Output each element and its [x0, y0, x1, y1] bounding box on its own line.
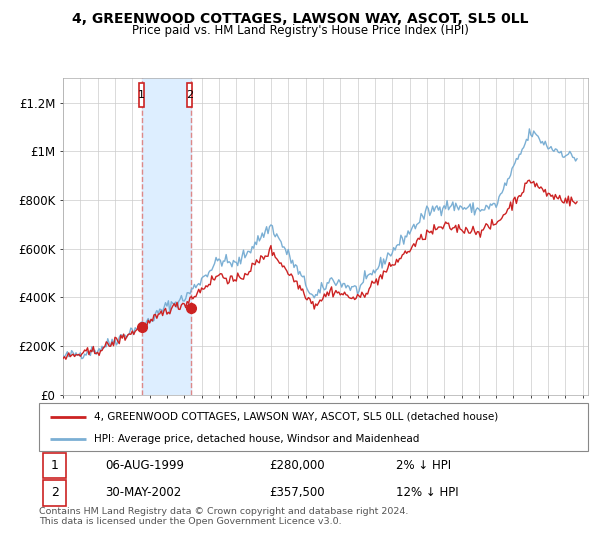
Text: 2: 2 [186, 90, 193, 100]
Text: 4, GREENWOOD COTTAGES, LAWSON WAY, ASCOT, SL5 0LL (detached house): 4, GREENWOOD COTTAGES, LAWSON WAY, ASCOT… [94, 412, 498, 422]
Text: HPI: Average price, detached house, Windsor and Maidenhead: HPI: Average price, detached house, Wind… [94, 434, 419, 444]
Text: 4, GREENWOOD COTTAGES, LAWSON WAY, ASCOT, SL5 0LL: 4, GREENWOOD COTTAGES, LAWSON WAY, ASCOT… [72, 12, 528, 26]
Text: 30-MAY-2002: 30-MAY-2002 [105, 487, 181, 500]
Text: £280,000: £280,000 [269, 459, 325, 472]
Text: 1: 1 [138, 90, 145, 100]
Bar [43, 480, 67, 506]
Bar [187, 83, 192, 107]
Text: £357,500: £357,500 [269, 487, 325, 500]
Text: 2% ↓ HPI: 2% ↓ HPI [396, 459, 451, 472]
Bar [139, 83, 144, 107]
Bar [142, 78, 191, 395]
Text: Contains HM Land Registry data © Crown copyright and database right 2024.
This d: Contains HM Land Registry data © Crown c… [39, 507, 409, 526]
Text: 1: 1 [51, 459, 59, 472]
Bar [43, 452, 67, 478]
Text: 12% ↓ HPI: 12% ↓ HPI [396, 487, 458, 500]
Text: Price paid vs. HM Land Registry's House Price Index (HPI): Price paid vs. HM Land Registry's House … [131, 24, 469, 36]
Text: 06-AUG-1999: 06-AUG-1999 [105, 459, 184, 472]
Text: 2: 2 [51, 487, 59, 500]
